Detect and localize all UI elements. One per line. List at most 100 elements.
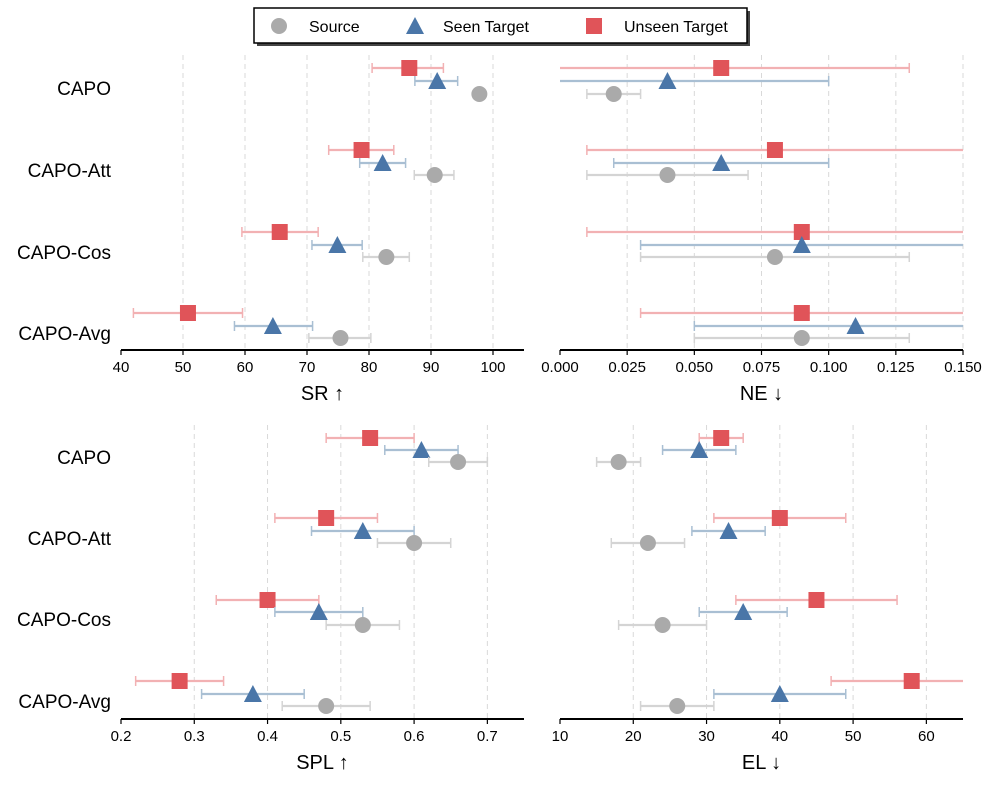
x-tick-label: 40: [771, 728, 788, 745]
point-seen: [712, 154, 731, 171]
legend-unseen-label: Unseen Target: [624, 19, 728, 36]
x-tick-label: 0.7: [477, 728, 498, 745]
method-label: CAPO-Cos: [17, 610, 111, 631]
point-unseen: [171, 673, 188, 689]
point-seen: [428, 72, 447, 89]
point-unseen: [353, 142, 370, 158]
x-axis-title: SR ↑: [301, 383, 344, 405]
point-source: [426, 167, 443, 183]
point-source: [318, 698, 335, 714]
method-label: CAPO-Cos: [17, 243, 111, 264]
point-unseen: [903, 673, 920, 689]
point-unseen: [766, 142, 783, 158]
x-tick-label: 0.3: [184, 728, 205, 745]
point-unseen: [771, 510, 788, 526]
x-tick-label: 20: [625, 728, 642, 745]
legend-seen-label: Seen Target: [443, 19, 530, 36]
panels: 40 50 60 70 80 90 100 SR ↑ CAPO CAPO-Att CAPO-Cos C…: [17, 55, 982, 774]
x-tick-label: 0.4: [257, 728, 278, 745]
panel-3: 0.2 0.3 0.4 0.5 0.6 0.7 SPL ↑ CAPO CAPO-Att CAPO-…: [17, 425, 524, 774]
point-seen: [792, 236, 811, 253]
point-seen: [263, 317, 282, 334]
x-tick-label: 0.2: [111, 728, 132, 745]
x-tick-label: 0.000: [541, 359, 579, 376]
method-label: CAPO-Avg: [18, 692, 111, 713]
x-tick-label: 80: [361, 359, 378, 376]
point-seen: [658, 72, 677, 89]
point-unseen: [713, 60, 730, 76]
point-source: [793, 330, 810, 346]
point-seen: [734, 603, 753, 620]
method-label: CAPO: [57, 448, 111, 469]
point-source: [378, 249, 395, 265]
method-label: CAPO-Att: [28, 529, 112, 550]
x-tick-label: 30: [698, 728, 715, 745]
x-tick-label: 0.025: [608, 359, 646, 376]
x-axis-title: EL ↓: [742, 752, 781, 774]
point-seen: [412, 441, 431, 458]
x-tick-label: 50: [845, 728, 862, 745]
point-source: [639, 535, 656, 551]
point-source: [659, 167, 676, 183]
x-tick-label: 50: [175, 359, 192, 376]
x-tick-label: 100: [480, 359, 505, 376]
point-seen: [328, 236, 347, 253]
x-tick-label: 90: [423, 359, 440, 376]
point-seen: [353, 522, 372, 539]
point-source: [332, 330, 349, 346]
panel-4: 10 20 30 40 50 60 EL ↓: [552, 425, 963, 774]
legend-unseen-marker: [586, 18, 602, 34]
x-tick-label: 60: [918, 728, 935, 745]
x-tick-label: 10: [552, 728, 569, 745]
point-source: [766, 249, 783, 265]
point-unseen: [259, 592, 276, 608]
point-seen: [373, 154, 392, 171]
point-unseen: [362, 430, 379, 446]
point-seen: [770, 685, 789, 702]
x-tick-label: 60: [237, 359, 254, 376]
point-seen: [309, 603, 328, 620]
point-source: [605, 86, 622, 102]
point-unseen: [271, 224, 288, 240]
point-source: [610, 454, 627, 470]
point-source: [354, 617, 371, 633]
x-axis-title: NE ↓: [740, 383, 783, 405]
point-source: [669, 698, 686, 714]
x-tick-label: 0.6: [404, 728, 425, 745]
legend-source-marker: [271, 18, 287, 34]
point-seen: [846, 317, 865, 334]
legend: Source Seen Target Unseen Target: [253, 7, 750, 46]
x-tick-label: 0.150: [944, 359, 982, 376]
legend-source-label: Source: [309, 19, 360, 36]
x-tick-label: 0.5: [330, 728, 351, 745]
point-unseen: [713, 430, 730, 446]
x-tick-label: 0.125: [877, 359, 915, 376]
point-source: [406, 535, 423, 551]
x-tick-label: 40: [113, 359, 130, 376]
point-seen: [690, 441, 709, 458]
method-label: CAPO: [57, 79, 111, 100]
method-label: CAPO-Att: [28, 161, 112, 182]
point-source: [450, 454, 467, 470]
x-tick-label: 70: [299, 359, 316, 376]
point-seen: [719, 522, 738, 539]
point-unseen: [808, 592, 825, 608]
point-unseen: [318, 510, 335, 526]
legend-seen-marker: [406, 17, 424, 34]
panel-1: 40 50 60 70 80 90 100 SR ↑ CAPO CAPO-Att CAPO-Cos C…: [17, 55, 524, 405]
point-seen: [243, 685, 262, 702]
point-unseen: [793, 224, 810, 240]
panel-2: 0.000 0.025 0.050 0.075 0.100 0.125 0.150 NE ↓: [541, 55, 982, 405]
x-axis-title: SPL ↑: [296, 752, 349, 774]
point-unseen: [179, 305, 196, 321]
x-tick-label: 0.075: [743, 359, 781, 376]
x-tick-label: 0.050: [676, 359, 714, 376]
x-tick-label: 0.100: [810, 359, 848, 376]
point-unseen: [793, 305, 810, 321]
legend-box: [253, 7, 748, 44]
point-source: [654, 617, 671, 633]
method-label: CAPO-Avg: [18, 324, 111, 345]
point-unseen: [401, 60, 418, 76]
point-source: [471, 86, 488, 102]
